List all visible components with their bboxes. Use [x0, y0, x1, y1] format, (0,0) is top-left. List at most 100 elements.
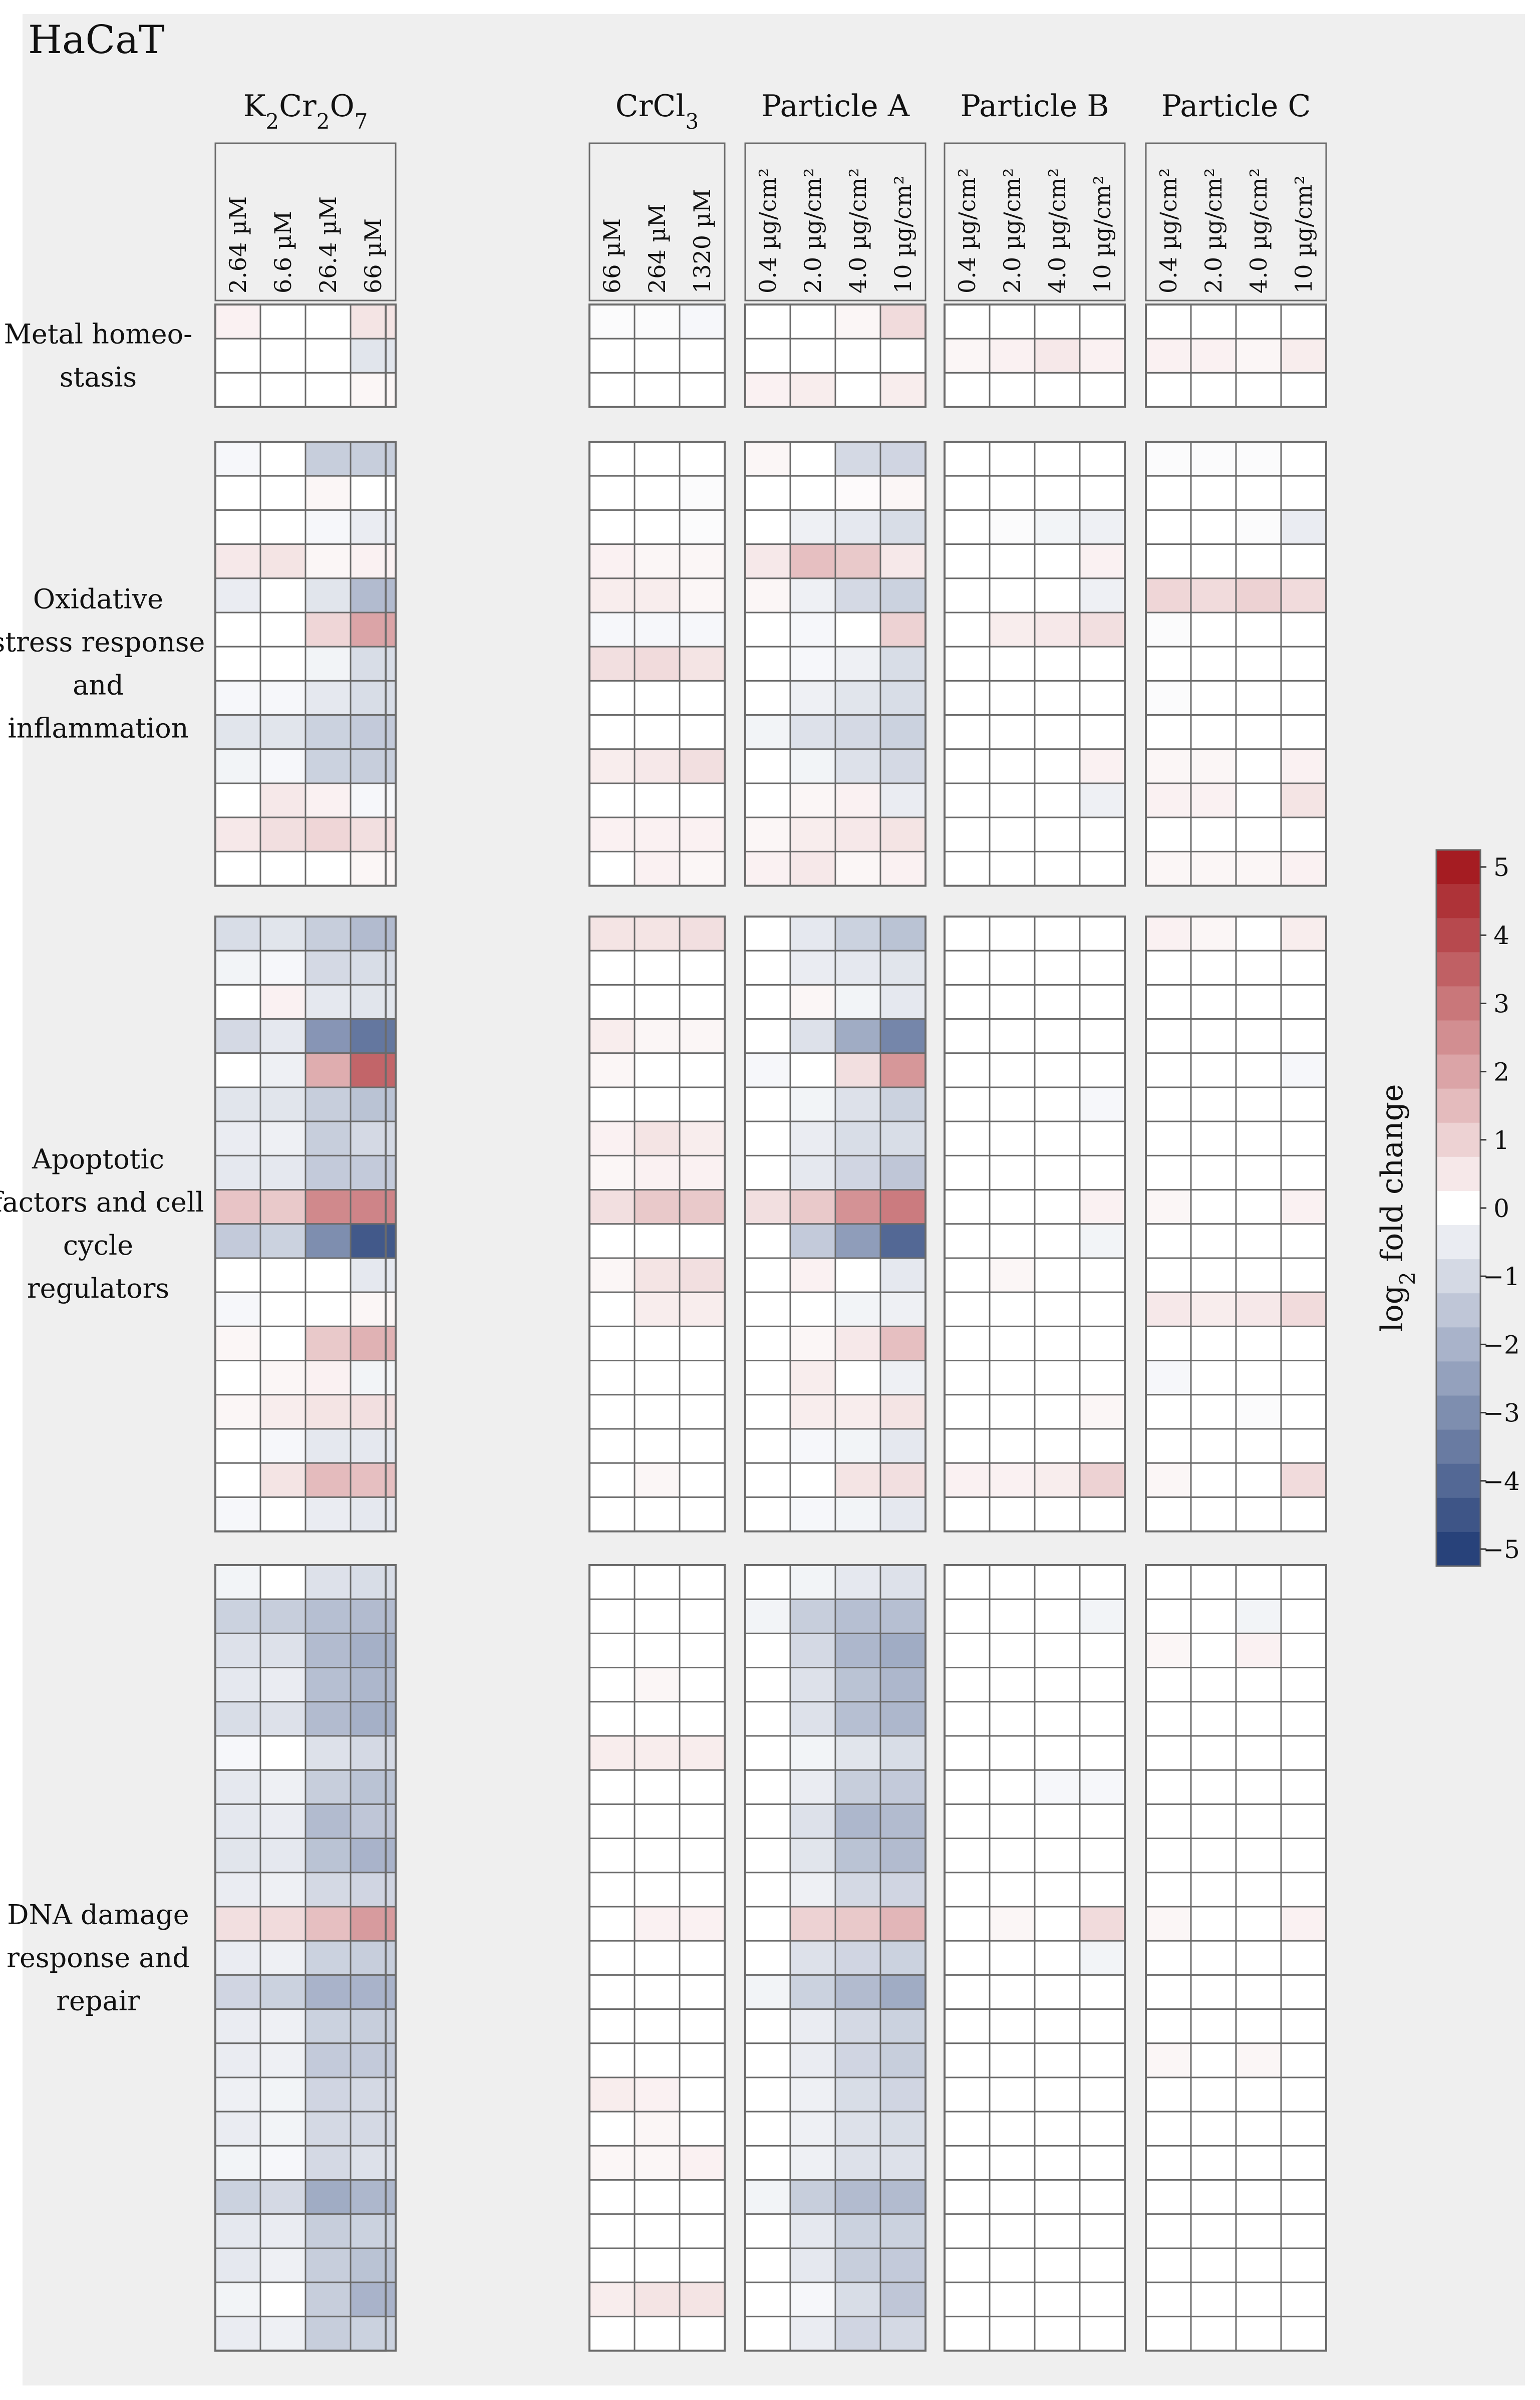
heatmap-cell	[259, 1872, 306, 1908]
heatmap-cell	[789, 1632, 836, 1669]
heatmap-cell	[304, 1872, 352, 1908]
heatmap-cell	[259, 782, 306, 818]
heatmap-cell	[350, 680, 397, 716]
group-label: Metal homeo-	[4, 318, 193, 350]
heatmap-cell	[789, 1462, 836, 1498]
heatmap-cell	[1079, 509, 1126, 545]
heatmap-cell	[214, 2145, 261, 2181]
heatmap-cell	[634, 1632, 681, 1669]
heatmap-cell	[944, 714, 991, 750]
heatmap-cell	[944, 304, 991, 340]
heatmap-cell	[1079, 950, 1126, 986]
heatmap-cell	[214, 577, 261, 614]
heatmap-cell	[1190, 1974, 1237, 2010]
heatmap-cell	[1034, 950, 1081, 986]
heatmap-cell	[679, 2008, 726, 2044]
heatmap-cell	[744, 1120, 791, 1156]
heatmap-cell	[1145, 612, 1192, 648]
heatmap-cell	[1235, 1189, 1282, 1225]
heatmap-cell	[634, 1120, 681, 1156]
concentration-header-box	[1145, 142, 1327, 302]
heatmap-cell	[1280, 1701, 1327, 1737]
concentration-label: 2.64 µM	[224, 196, 251, 293]
heatmap-cell	[588, 1496, 636, 1533]
heatmap-cell	[679, 338, 726, 374]
heatmap-cell	[834, 1598, 881, 1634]
heatmap-cell	[744, 1564, 791, 1600]
heatmap-cell	[634, 782, 681, 818]
heatmap-cell	[214, 950, 261, 986]
group-label: inflammation	[8, 712, 188, 744]
heatmap-cell	[588, 304, 636, 340]
heatmap-cell	[1280, 748, 1327, 784]
heatmap-cell	[214, 1735, 261, 1771]
heatmap-cell	[1145, 2213, 1192, 2249]
heatmap-cell	[588, 2111, 636, 2147]
heatmap-cell	[989, 916, 1036, 952]
heatmap-cell	[944, 1872, 991, 1908]
heatmap-cell	[834, 1803, 881, 1840]
heatmap-cell	[1235, 950, 1282, 986]
heatmap-cell	[304, 1018, 352, 1054]
heatmap-cell	[350, 1325, 397, 1362]
heatmap-cell	[989, 850, 1036, 887]
heatmap-cell	[944, 1838, 991, 1874]
heatmap-cell	[1190, 577, 1237, 614]
colorbar-step	[1436, 884, 1480, 919]
colorbar-step	[1436, 1532, 1480, 1567]
heatmap-cell	[1190, 850, 1237, 887]
heatmap-cell	[679, 475, 726, 511]
heatmap-cell	[1079, 1598, 1126, 1634]
heatmap-cell	[1079, 816, 1126, 852]
heatmap-cell	[1145, 1394, 1192, 1430]
heatmap-cell	[259, 2111, 306, 2147]
heatmap-cell	[1235, 1223, 1282, 1259]
heatmap-cell	[1145, 714, 1192, 750]
heatmap-cell	[588, 1838, 636, 1874]
colorbar-step	[1436, 1497, 1480, 1533]
heatmap-cell	[1235, 816, 1282, 852]
heatmap-cell	[944, 543, 991, 579]
heatmap-cell	[1280, 2281, 1327, 2317]
colorbar-tick-label: 4	[1493, 921, 1509, 950]
heatmap-cell	[1145, 646, 1192, 682]
heatmap-cell	[879, 1496, 927, 1533]
heatmap-cell	[1079, 1052, 1126, 1088]
heatmap-cell	[1190, 338, 1237, 374]
heatmap-cell	[350, 1428, 397, 1464]
heatmap-cell	[679, 1257, 726, 1293]
heatmap-cell	[304, 984, 352, 1020]
heatmap-cell	[1079, 1428, 1126, 1464]
heatmap-cell	[744, 577, 791, 614]
heatmap-cell	[679, 1735, 726, 1771]
heatmap-cell	[634, 1598, 681, 1634]
heatmap-cell	[989, 2179, 1036, 2215]
heatmap-cell	[588, 1940, 636, 1976]
heatmap-cell	[634, 680, 681, 716]
heatmap-cell	[1034, 1086, 1081, 1122]
heatmap-cell	[1235, 646, 1282, 682]
concentration-header-box	[214, 142, 397, 302]
heatmap-cell	[634, 1564, 681, 1600]
heatmap-cell	[1190, 2076, 1237, 2113]
heatmap-cell	[1280, 1906, 1327, 1942]
heatmap-cell	[789, 1940, 836, 1976]
heatmap-cell	[1034, 612, 1081, 648]
heatmap-cell	[989, 1291, 1036, 1327]
heatmap-cell	[1235, 1086, 1282, 1122]
heatmap-cell	[679, 1974, 726, 2010]
block-border	[588, 916, 726, 1533]
heatmap-cell	[1145, 2315, 1192, 2352]
heatmap-cell	[944, 1018, 991, 1054]
heatmap-cell	[1280, 950, 1327, 986]
heatmap-cell	[1235, 916, 1282, 952]
colorbar-step	[1436, 1293, 1480, 1328]
heatmap-cell	[214, 1360, 261, 1396]
colorbar-label-part: 2	[1395, 1272, 1420, 1285]
heatmap-cell	[834, 441, 881, 477]
heatmap-cell	[1034, 2076, 1081, 2113]
concentration-label: 10 µg/cm²	[1290, 175, 1317, 293]
group-label: DNA damage	[7, 1899, 189, 1930]
heatmap-cell	[744, 1291, 791, 1327]
heatmap-cell	[304, 748, 352, 784]
